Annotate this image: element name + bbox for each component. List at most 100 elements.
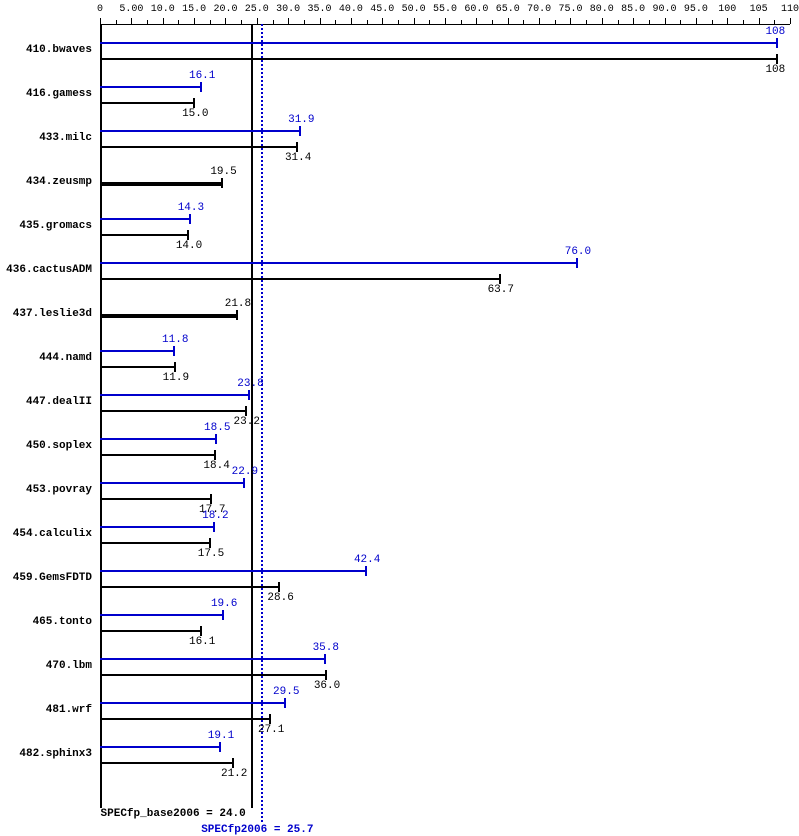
benchmark-label: 453.povray	[2, 484, 92, 496]
y-axis-line	[100, 24, 102, 808]
bar-base	[100, 58, 777, 60]
bar-peak-cap	[576, 258, 578, 268]
benchmark-label: 434.zeusmp	[2, 176, 92, 188]
bar-peak-value: 22.9	[232, 466, 258, 478]
benchmark-label: 470.lbm	[2, 660, 92, 672]
bar-base	[100, 586, 279, 588]
benchmark-label: 416.gamess	[2, 88, 92, 100]
bar-base	[100, 630, 201, 632]
benchmark-label: 450.soplex	[2, 440, 92, 452]
x-tick-label: 105	[750, 4, 768, 15]
bar-base-cap	[776, 54, 778, 64]
bar-base	[100, 498, 211, 500]
x-tick-label: 25.0	[245, 4, 269, 15]
bar-peak	[100, 394, 249, 396]
bar-peak-cap	[219, 742, 221, 752]
bar-base	[100, 674, 326, 676]
bar-peak-cap	[173, 346, 175, 356]
benchmark-label: 447.dealII	[2, 396, 92, 408]
bar-peak-cap	[776, 38, 778, 48]
bar-base	[100, 410, 246, 412]
x-tick-label: 75.0	[558, 4, 582, 15]
bar-peak-value: 29.5	[273, 686, 299, 698]
x-tick-label: 95.0	[684, 4, 708, 15]
bar-base-value: 16.1	[189, 636, 215, 648]
x-tick-label: 65.0	[496, 4, 520, 15]
bar-peak-value: 16.1	[189, 70, 215, 82]
bar-peak	[100, 526, 214, 528]
x-tick-label: 90.0	[653, 4, 677, 15]
bar-peak	[100, 42, 777, 44]
x-tick-label: 5.00	[119, 4, 143, 15]
x-tick-label: 50.0	[402, 4, 426, 15]
benchmark-label: 444.namd	[2, 352, 92, 364]
bar-base-cap	[210, 494, 212, 504]
bar-base	[100, 454, 215, 456]
bar-base-value: 108	[765, 64, 785, 76]
bar-base-value: 27.1	[258, 724, 284, 736]
bar-base-cap	[193, 98, 195, 108]
bar-base-cap	[221, 178, 223, 188]
x-tick-label: 70.0	[527, 4, 551, 15]
bar-peak-value: 18.2	[202, 510, 228, 522]
bar-base-cap	[296, 142, 298, 152]
bar-base	[100, 314, 237, 318]
bar-peak-value: 108	[765, 26, 785, 38]
benchmark-label: 436.cactusADM	[2, 264, 92, 276]
bar-peak	[100, 658, 325, 660]
x-tick-label: 20.0	[213, 4, 237, 15]
bar-base	[100, 762, 233, 764]
bar-peak-cap	[222, 610, 224, 620]
benchmark-label: 433.milc	[2, 132, 92, 144]
bar-peak-cap	[215, 434, 217, 444]
x-tick-label: 100	[718, 4, 736, 15]
bar-peak	[100, 130, 300, 132]
bar-peak	[100, 262, 577, 264]
bar-base-cap	[245, 406, 247, 416]
bar-base-value: 31.4	[285, 152, 311, 164]
bar-peak-value: 76.0	[565, 246, 591, 258]
bar-peak	[100, 218, 190, 220]
bar-base-cap	[499, 274, 501, 284]
bar-base	[100, 182, 222, 186]
bar-base-cap	[325, 670, 327, 680]
bar-base-cap	[209, 538, 211, 548]
x-tick	[790, 18, 791, 24]
bar-peak-cap	[299, 126, 301, 136]
bar-base-value: 23.2	[234, 416, 260, 428]
benchmark-label: 465.tonto	[2, 616, 92, 628]
bar-base-value: 21.8	[225, 298, 251, 310]
x-tick-label: 45.0	[370, 4, 394, 15]
bar-base	[100, 146, 297, 148]
bar-peak-value: 35.8	[313, 642, 339, 654]
bar-base	[100, 234, 188, 236]
x-tick-label: 60.0	[464, 4, 488, 15]
bar-base-cap	[269, 714, 271, 724]
x-tick-label: 30.0	[276, 4, 300, 15]
benchmark-label: 435.gromacs	[2, 220, 92, 232]
bar-base-cap	[214, 450, 216, 460]
x-tick-label: 55.0	[433, 4, 457, 15]
bar-base	[100, 278, 500, 280]
bar-base-value: 17.5	[198, 548, 224, 560]
bar-peak-cap	[213, 522, 215, 532]
bar-base-value: 63.7	[488, 284, 514, 296]
bar-base-value: 15.0	[182, 108, 208, 120]
bar-peak-cap	[200, 82, 202, 92]
spec-benchmark-chart: 05.0010.015.020.025.030.035.040.045.050.…	[0, 0, 799, 831]
bar-peak	[100, 702, 285, 704]
benchmark-label: 410.bwaves	[2, 44, 92, 56]
bar-peak-cap	[243, 478, 245, 488]
benchmark-label: 482.sphinx3	[2, 748, 92, 760]
x-tick-label: 15.0	[182, 4, 206, 15]
bar-peak-cap	[284, 698, 286, 708]
bar-base	[100, 102, 194, 104]
bar-peak-cap	[248, 390, 250, 400]
x-tick-label: 80.0	[590, 4, 614, 15]
bar-peak	[100, 350, 174, 352]
bar-peak-value: 11.8	[162, 334, 188, 346]
bar-peak	[100, 746, 220, 748]
x-tick-label: 85.0	[621, 4, 645, 15]
bar-peak	[100, 86, 201, 88]
bar-base-value: 36.0	[314, 680, 340, 692]
